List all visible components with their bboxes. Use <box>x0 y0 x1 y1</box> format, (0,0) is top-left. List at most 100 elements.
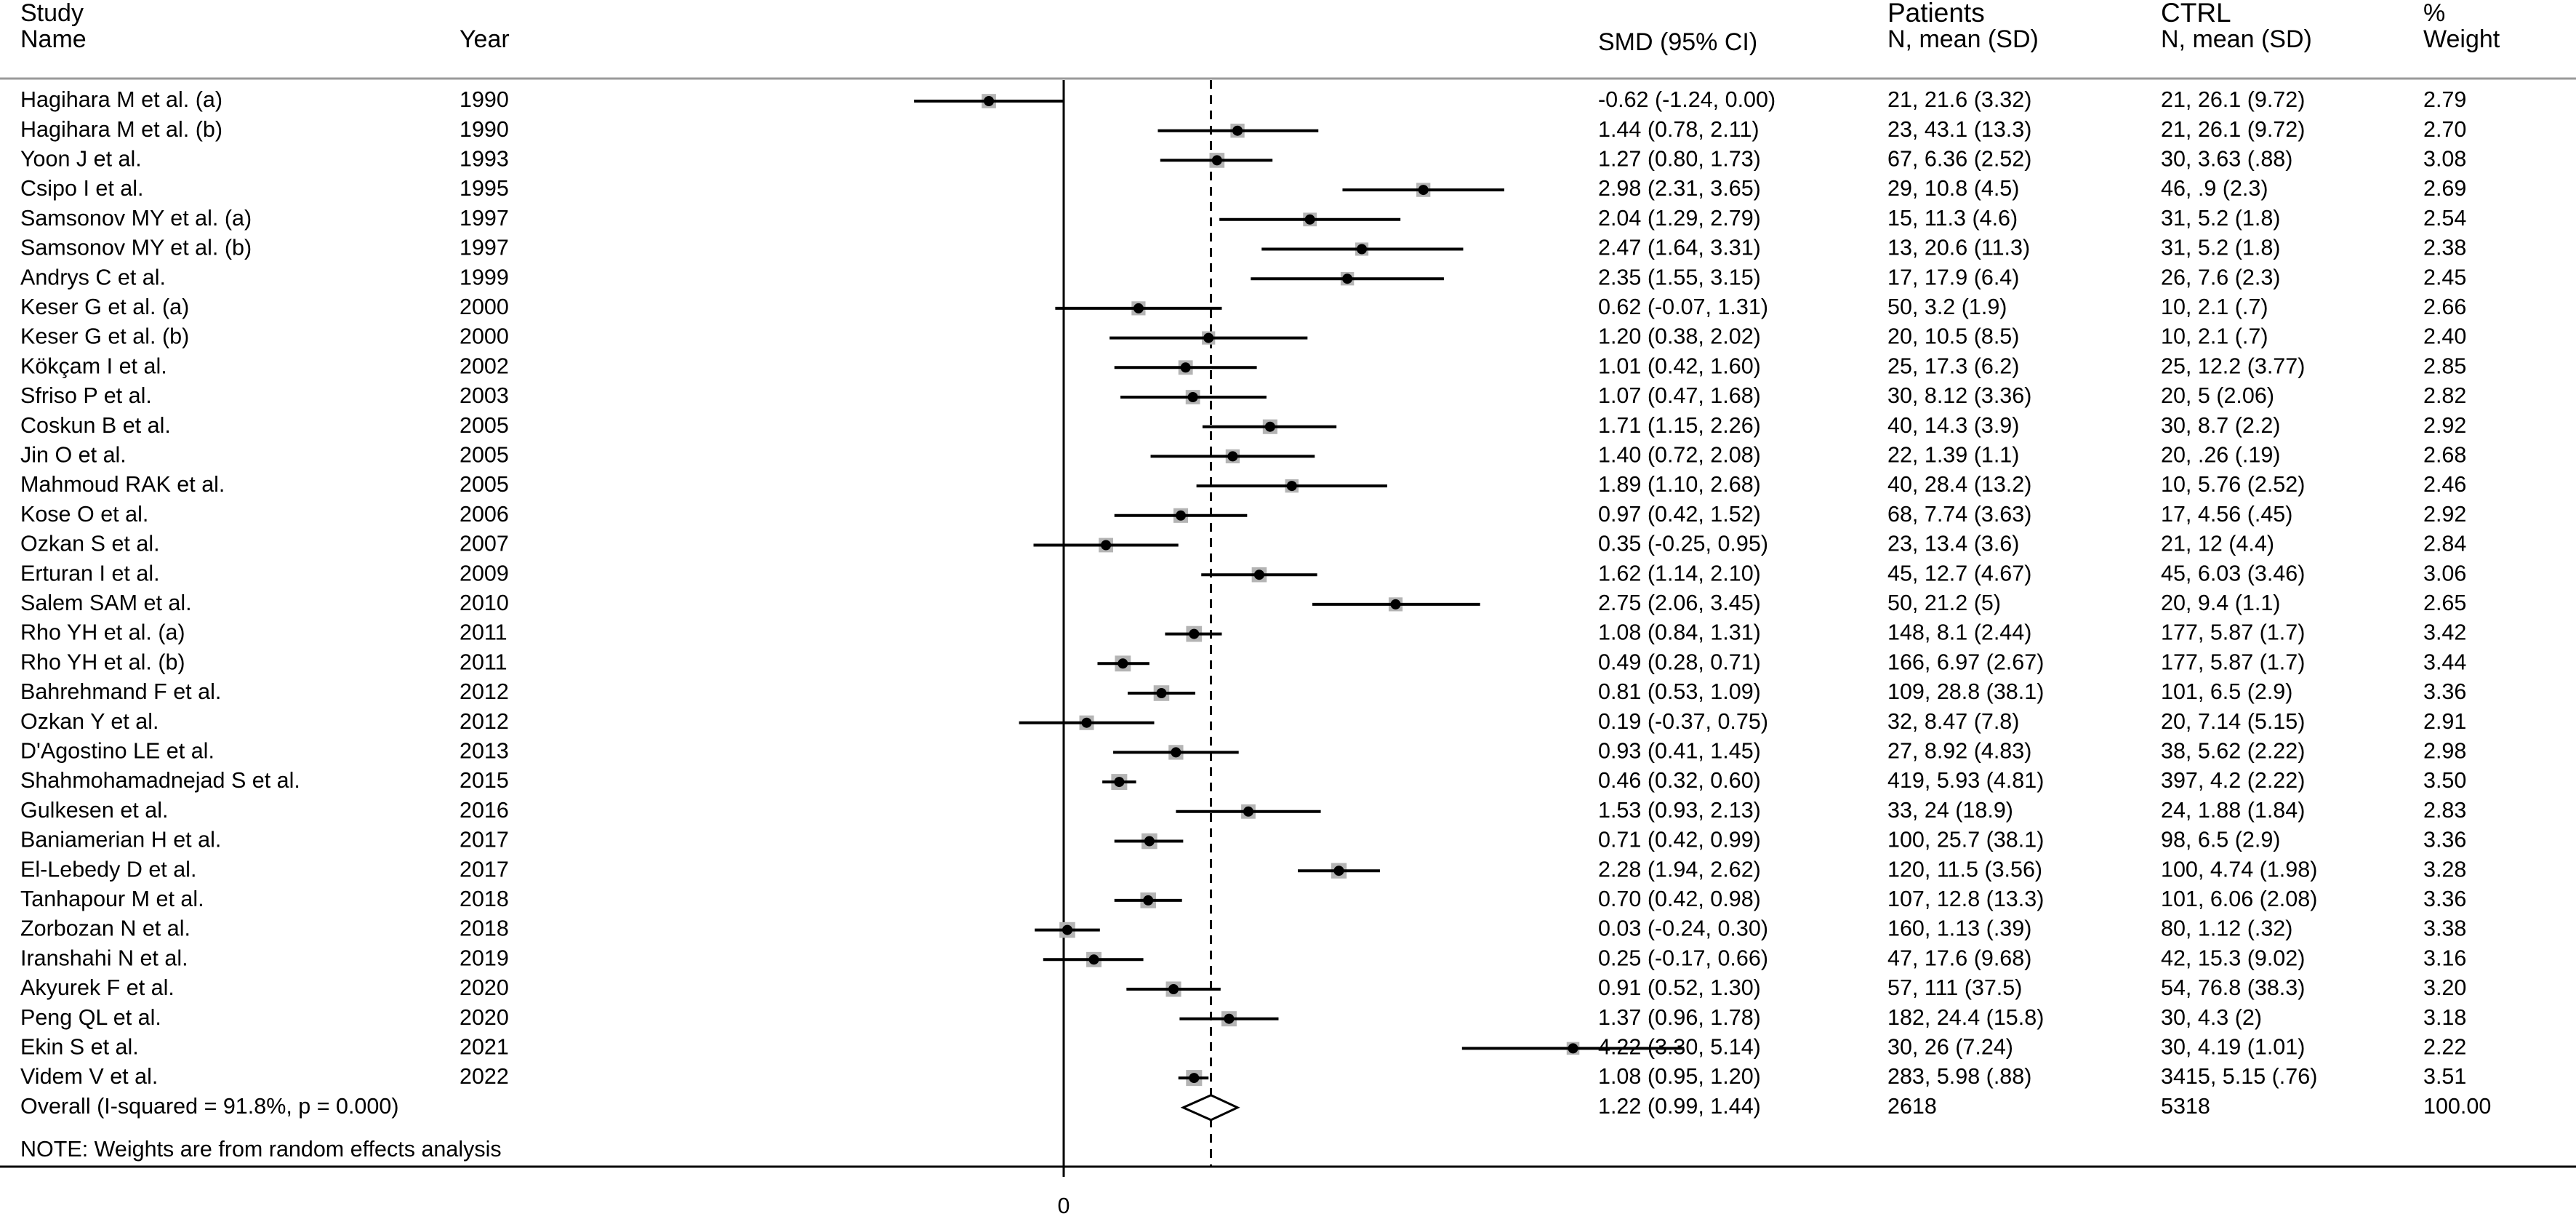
study-smd-ci: 1.53 (0.93, 2.13) <box>1598 798 1761 823</box>
study-patients: 25, 17.3 (6.2) <box>1887 353 2019 378</box>
study-year: 2022 <box>460 1064 509 1089</box>
header-weight: % Weight <box>2423 0 2500 52</box>
study-smd-ci: 0.93 (0.41, 1.45) <box>1598 738 1761 763</box>
study-name: Mahmoud RAK et al. <box>20 472 225 497</box>
study-year: 1990 <box>460 87 509 112</box>
study-weight: 2.82 <box>2423 383 2466 408</box>
study-name: Iranshahi N et al. <box>20 946 188 970</box>
study-smd-ci: 0.91 (0.52, 1.30) <box>1598 975 1761 1000</box>
study-year: 2009 <box>460 561 509 585</box>
study-weight: 2.38 <box>2423 236 2466 260</box>
point-estimate <box>1286 481 1297 492</box>
study-weight: 2.65 <box>2423 591 2466 615</box>
study-smd-ci: 0.25 (-0.17, 0.66) <box>1598 946 1768 970</box>
study-year: 2018 <box>460 887 509 911</box>
study-weight: 2.22 <box>2423 1034 2466 1059</box>
study-year: 2013 <box>460 738 509 763</box>
study-ctrl: 21, 26.1 (9.72) <box>2161 117 2305 142</box>
point-estimate <box>1133 303 1144 313</box>
study-smd-ci: 2.47 (1.64, 3.31) <box>1598 236 1761 260</box>
study-name: Samsonov MY et al. (a) <box>20 206 252 231</box>
study-smd-ci: 1.07 (0.47, 1.68) <box>1598 383 1761 408</box>
point-estimate <box>1171 747 1181 758</box>
study-patients: 68, 7.74 (3.63) <box>1887 502 2031 527</box>
study-smd-ci: 2.28 (1.94, 2.62) <box>1598 857 1761 882</box>
study-weight: 2.70 <box>2423 117 2466 142</box>
study-name: Erturan I et al. <box>20 561 160 585</box>
study-ctrl: 30, 4.19 (1.01) <box>2161 1034 2305 1059</box>
study-smd-ci: 2.98 (2.31, 3.65) <box>1598 176 1761 201</box>
study-ctrl: 26, 7.6 (2.3) <box>2161 265 2280 289</box>
study-name: Keser G et al. (b) <box>20 324 189 349</box>
study-weight: 3.36 <box>2423 887 2466 911</box>
study-patients: 23, 13.4 (3.6) <box>1887 532 2019 556</box>
study-ctrl: 30, 8.7 (2.2) <box>2161 413 2280 438</box>
point-estimate <box>1264 421 1275 432</box>
study-smd-ci: 1.08 (0.95, 1.20) <box>1598 1064 1761 1089</box>
study-smd-ci: 0.70 (0.42, 0.98) <box>1598 887 1761 911</box>
study-name: Akyurek F et al. <box>20 975 174 1000</box>
header-ctrl-line2: N, mean (SD) <box>2161 25 2312 53</box>
study-weight: 2.84 <box>2423 532 2466 556</box>
study-smd-ci: 0.46 (0.32, 0.60) <box>1598 768 1761 793</box>
point-estimate <box>1189 628 1200 639</box>
point-estimate <box>1062 924 1072 935</box>
study-weight: 3.36 <box>2423 828 2466 852</box>
point-estimate <box>1304 214 1315 225</box>
study-name: Bahrehmand F et al. <box>20 679 221 704</box>
study-year: 2010 <box>460 591 509 615</box>
study-smd-ci: 0.19 (-0.37, 0.75) <box>1598 709 1768 734</box>
study-ctrl: 30, 4.3 (2) <box>2161 1005 2262 1030</box>
study-weight: 2.66 <box>2423 295 2466 319</box>
study-name: Kökçam I et al. <box>20 353 167 378</box>
point-estimate <box>1180 362 1191 373</box>
point-estimate <box>1176 510 1187 521</box>
study-patients: 32, 8.47 (7.8) <box>1887 709 2019 734</box>
overall-ctrl: 5318 <box>2161 1094 2210 1119</box>
study-patients: 13, 20.6 (11.3) <box>1887 236 2030 260</box>
header-ctrl-line1: CTRL <box>2161 0 2231 28</box>
study-ctrl: 397, 4.2 (2.22) <box>2161 768 2305 793</box>
point-estimate <box>1418 185 1429 196</box>
study-name: Shahmohamadnejad S et al. <box>20 768 300 793</box>
study-weight: 3.06 <box>2423 561 2466 585</box>
study-ctrl: 10, 2.1 (.7) <box>2161 324 2268 349</box>
header-weight-line2: Weight <box>2423 25 2500 53</box>
study-name: Kose O et al. <box>20 502 148 527</box>
study-patients: 166, 6.97 (2.67) <box>1887 650 2044 674</box>
study-year: 2005 <box>460 472 509 497</box>
study-weight: 2.85 <box>2423 353 2466 378</box>
study-patients: 33, 24 (18.9) <box>1887 798 2013 823</box>
point-estimate <box>1187 392 1198 402</box>
study-name: Ozkan S et al. <box>20 532 160 556</box>
overall-weight: 100.00 <box>2423 1094 2491 1119</box>
study-year: 2011 <box>460 620 507 645</box>
study-ctrl: 101, 6.06 (2.08) <box>2161 887 2317 911</box>
study-smd-ci: 0.49 (0.28, 0.71) <box>1598 650 1761 674</box>
overall-diamond <box>1180 1094 1240 1122</box>
study-year: 2002 <box>460 353 509 378</box>
header-year: Year <box>460 25 510 53</box>
study-year: 2017 <box>460 828 509 852</box>
overall-label: Overall (I-squared = 91.8%, p = 0.000) <box>20 1094 398 1119</box>
study-patients: 120, 11.5 (3.56) <box>1887 857 2042 882</box>
study-name: D'Agostino LE et al. <box>20 738 214 763</box>
study-patients: 21, 21.6 (3.32) <box>1887 87 2031 112</box>
study-ctrl: 17, 4.56 (.45) <box>2161 502 2292 527</box>
study-patients: 30, 26 (7.24) <box>1887 1034 2013 1059</box>
study-ctrl: 30, 3.63 (.88) <box>2161 146 2292 171</box>
study-ctrl: 46, .9 (2.3) <box>2161 176 2268 201</box>
point-estimate <box>1227 451 1238 462</box>
study-weight: 3.08 <box>2423 146 2466 171</box>
study-smd-ci: 0.71 (0.42, 0.99) <box>1598 828 1761 852</box>
point-estimate <box>1081 717 1092 728</box>
overall-smd-ci: 1.22 (0.99, 1.44) <box>1598 1094 1761 1119</box>
study-name: Rho YH et al. (b) <box>20 650 185 674</box>
study-patients: 27, 8.92 (4.83) <box>1887 738 2031 763</box>
point-estimate <box>1211 155 1222 166</box>
header-weight-line1: % <box>2423 0 2446 27</box>
study-ctrl: 177, 5.87 (1.7) <box>2161 620 2305 645</box>
point-estimate <box>1568 1043 1578 1054</box>
study-ctrl: 80, 1.12 (.32) <box>2161 916 2292 941</box>
